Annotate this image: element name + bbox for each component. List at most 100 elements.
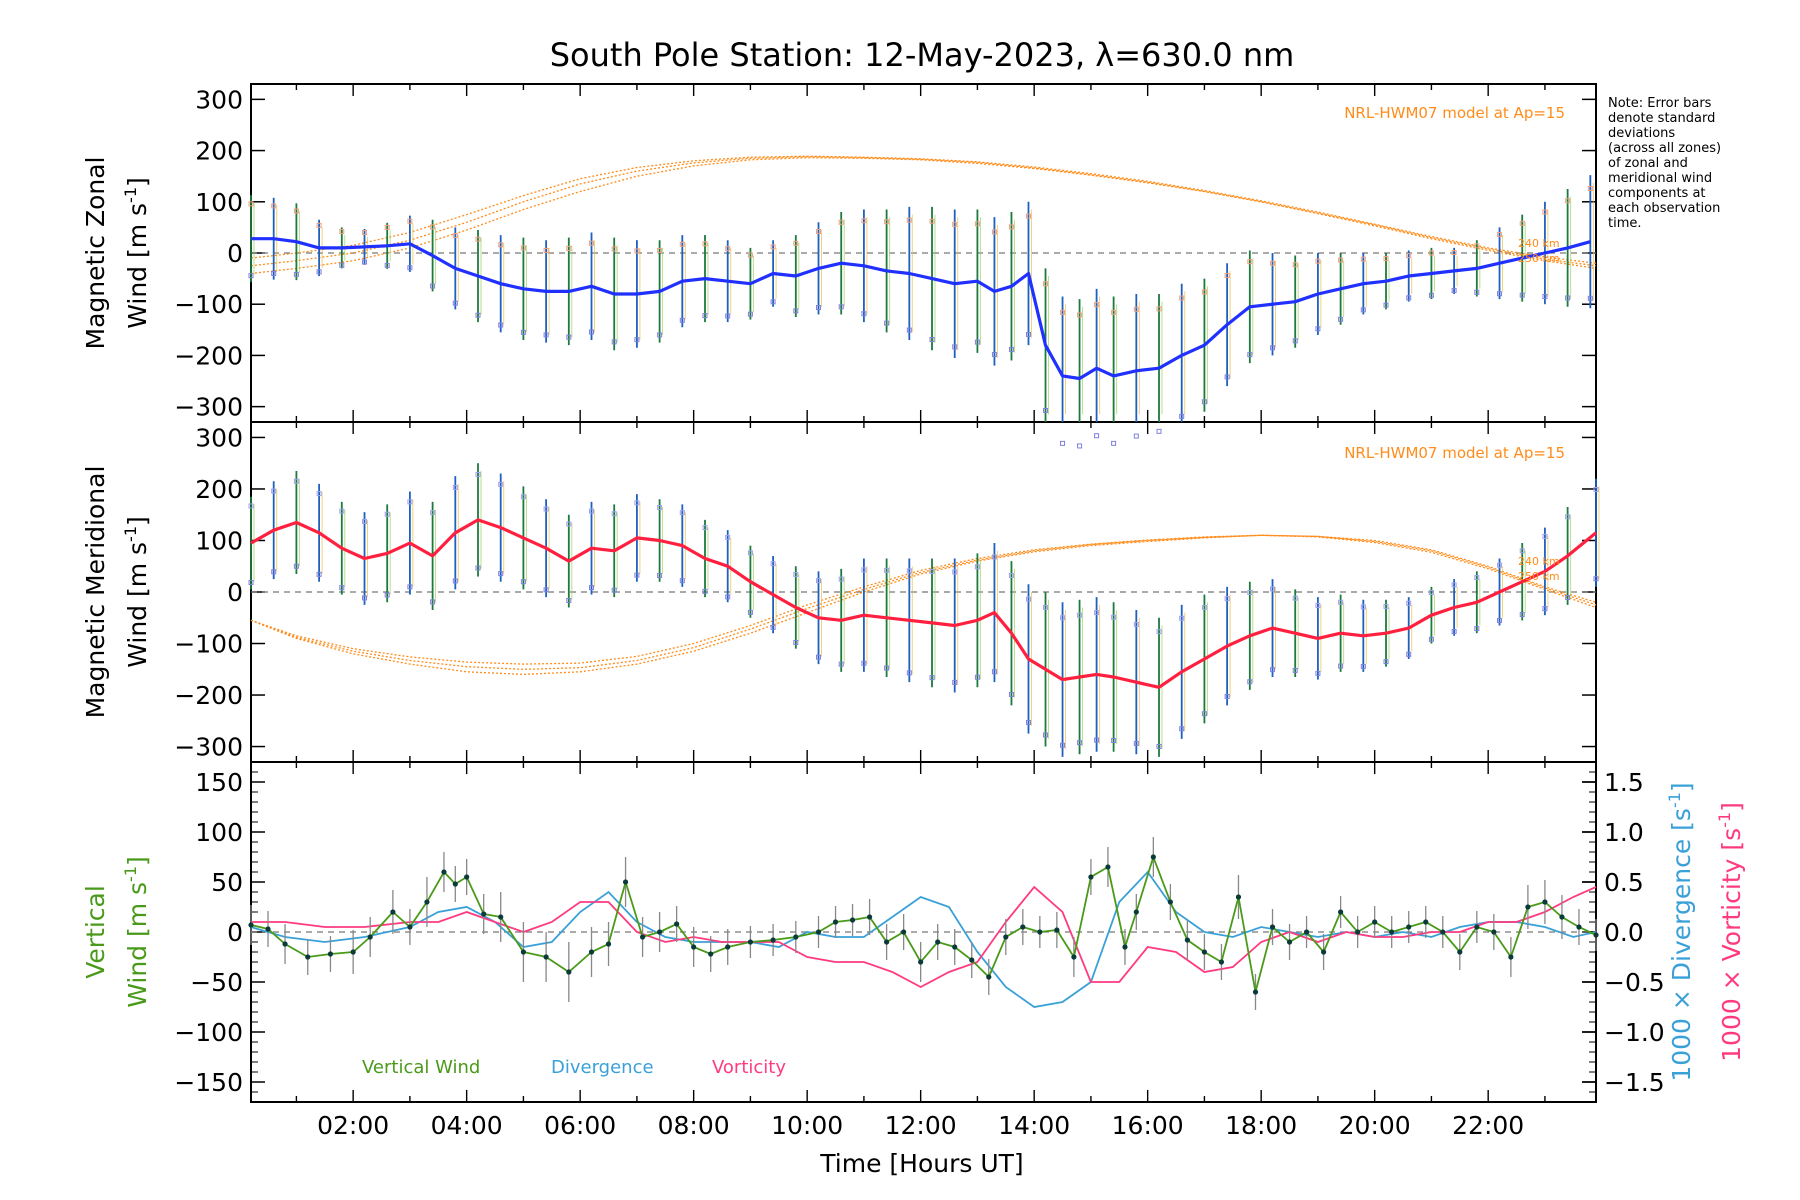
vertical-wind-point [1071,954,1077,960]
vertical-wind-point [708,951,714,957]
zonal-zone-point [952,221,958,227]
zonal-zone-point [1025,331,1031,337]
meridional-zone-point [1201,711,1207,717]
zonal-zone-point [316,222,322,228]
zonal-alt-label-2: 250 km [1518,252,1560,265]
vertical-wind-point [350,949,356,955]
meridional-zone-point [725,534,731,540]
meridional-zone-point [566,598,572,603]
meridional-zone-point [498,481,504,487]
zonal-zone-point [634,248,640,254]
meridional-zone-point [407,499,413,505]
meridional-model-label: NRL-HWM07 model at Ap=15 [1344,444,1565,462]
zonal-zone-point [1542,209,1548,215]
zonal-zone-point [634,337,640,343]
note-line: (across all zones) [1608,141,1722,156]
meridional-zone-point [1383,603,1389,609]
zonal-zone-point [1025,213,1031,219]
zonal-zone-point [1406,295,1412,301]
note-line: of zonal and [1608,156,1688,171]
meridional-zone-point [1315,670,1321,676]
meridional-zone-point [793,571,799,577]
zonal-zone-point [520,245,526,251]
zonal-zone-point [407,265,413,271]
zonal-zone-point [430,224,436,230]
x-axis: 02:00 04:00 06:00 08:00 10:00 12:00 14:00 16:00… [295,84,1546,1140]
meridional-zone-point [1565,514,1571,520]
vertical-wind-point [1423,919,1429,925]
meridional-zone-point [475,565,481,571]
meridional-zone-point [1156,743,1162,749]
vertical-y-tick-label: 100 [195,818,243,847]
note-line: time. [1608,216,1642,231]
zonal-zone-point [1247,352,1253,358]
zonal-zone-point [362,259,368,265]
zonal-zone-point [384,262,390,268]
meridional-zone-point [452,484,458,490]
zonal-zone-point [1043,407,1049,413]
vertical-wind-point [407,924,413,930]
zonal-zone-point [1156,306,1162,312]
divergence-axis-label: 1000 × Divergence [s-1] [1665,782,1696,1081]
vertical-wind-point [1184,937,1190,943]
meridional-zone-point [1094,737,1100,743]
zonal-zone-point [793,240,799,246]
meridional-zone-point [634,572,640,578]
meridional-model-curve [250,534,1597,676]
zonal-zone-point [498,242,504,248]
meridional-zone-point [611,587,617,593]
meridional-model-curve [250,534,1597,665]
zonal-zone-point [1292,262,1298,268]
vertical-wind-point [441,869,447,875]
meridional-zone-point [1060,615,1066,621]
meridional-zone-point [952,679,958,685]
zonal-zone-point [1224,273,1230,279]
zonal-zone-point [1451,249,1457,255]
legend-vertical-wind: Vertical Wind [362,1057,480,1078]
zonal-zone-point [1094,433,1100,439]
vertical-wind-point [605,941,612,947]
zonal-model-curve [250,155,1597,264]
meridional-zone-point [884,665,890,671]
zonal-zone-point [1156,428,1162,434]
x-tick-label: 22:00 [1452,1111,1524,1140]
zonal-zone-point [747,311,753,317]
meridional-zone-point [1156,629,1162,635]
zonal-zone-point [884,219,890,225]
vertical-wind-point [725,944,731,950]
zonal-zone-point [1270,260,1276,266]
meridional-zone-point [991,669,997,675]
vertical-wind-point [424,899,430,905]
zonal-zone-point [1565,198,1571,204]
note-line: components at [1608,186,1706,201]
note-line: denote standard [1608,111,1716,126]
meridional-zone-point [1406,651,1412,657]
meridional-zone-point [679,578,685,584]
zonal-zone-point [1270,345,1276,351]
meridional-zone-point [1360,663,1366,669]
vertical-wind-point [390,909,396,915]
meridional-zone-point [407,584,413,590]
meridional-ylabel-line1: Magnetic Meridional [81,466,110,719]
meridional-zone-point [316,571,322,577]
meridional-zone-point [362,595,368,601]
zonal-zone-point [1201,289,1207,295]
vertical-wind-point [1406,924,1412,930]
zonal-y-tick-label: −100 [174,290,243,319]
zonal-zone-point [1077,312,1083,318]
vertical-panel: −150 −100 −50 0 50 100 150 −1.5 −1.0 −0.5 0.0 0.5 1.… [174,761,1665,1103]
vertical-wind-point [815,929,822,935]
zonal-zone-point [1497,291,1503,297]
vertical-wind-point [691,944,697,950]
zonal-zone-point [316,269,322,275]
meridional-zone-point [520,579,526,585]
meridional-zone-point [1224,596,1230,602]
zonal-zone-point [1133,433,1139,439]
meridional-zone-point [452,578,458,584]
zonal-zone-point [929,218,935,224]
meridional-zone-point [589,508,595,514]
x-tick-label: 10:00 [771,1111,843,1140]
zonal-zone-point [838,304,844,310]
meridional-model-curve [250,534,1597,670]
note-line: Note: Error bars [1608,96,1712,111]
